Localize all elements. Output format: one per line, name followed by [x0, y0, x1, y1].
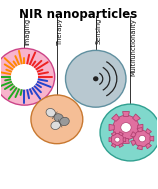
Polygon shape [146, 129, 152, 134]
Polygon shape [109, 124, 114, 131]
Polygon shape [112, 134, 119, 141]
Polygon shape [137, 145, 142, 150]
Polygon shape [138, 124, 143, 131]
Circle shape [11, 64, 38, 90]
Polygon shape [123, 138, 129, 143]
Circle shape [115, 137, 120, 142]
Polygon shape [137, 127, 142, 132]
Text: Imaging: Imaging [24, 18, 30, 45]
Polygon shape [112, 114, 119, 121]
Polygon shape [133, 114, 140, 121]
Text: Therapy: Therapy [57, 18, 63, 45]
Polygon shape [131, 140, 136, 146]
Circle shape [0, 48, 55, 105]
Ellipse shape [51, 121, 61, 129]
Ellipse shape [46, 108, 55, 117]
Circle shape [139, 135, 146, 142]
Polygon shape [119, 144, 123, 147]
Circle shape [66, 50, 126, 107]
Polygon shape [150, 136, 154, 141]
Polygon shape [123, 112, 129, 116]
Circle shape [100, 104, 158, 161]
Polygon shape [123, 138, 126, 142]
Text: NIR nanoparticles: NIR nanoparticles [19, 8, 138, 21]
Polygon shape [133, 134, 140, 141]
Text: Sensing: Sensing [96, 18, 102, 44]
Circle shape [113, 115, 139, 140]
Text: Multifunctionality: Multifunctionality [130, 18, 136, 76]
Polygon shape [146, 143, 152, 149]
Polygon shape [111, 132, 116, 136]
Polygon shape [109, 138, 112, 142]
Circle shape [111, 134, 124, 146]
Ellipse shape [60, 117, 69, 126]
Polygon shape [131, 132, 136, 137]
Circle shape [31, 95, 83, 144]
Circle shape [121, 123, 131, 132]
Polygon shape [119, 132, 123, 136]
Ellipse shape [54, 114, 63, 122]
Circle shape [93, 76, 98, 81]
Circle shape [134, 130, 151, 147]
Polygon shape [111, 144, 116, 147]
